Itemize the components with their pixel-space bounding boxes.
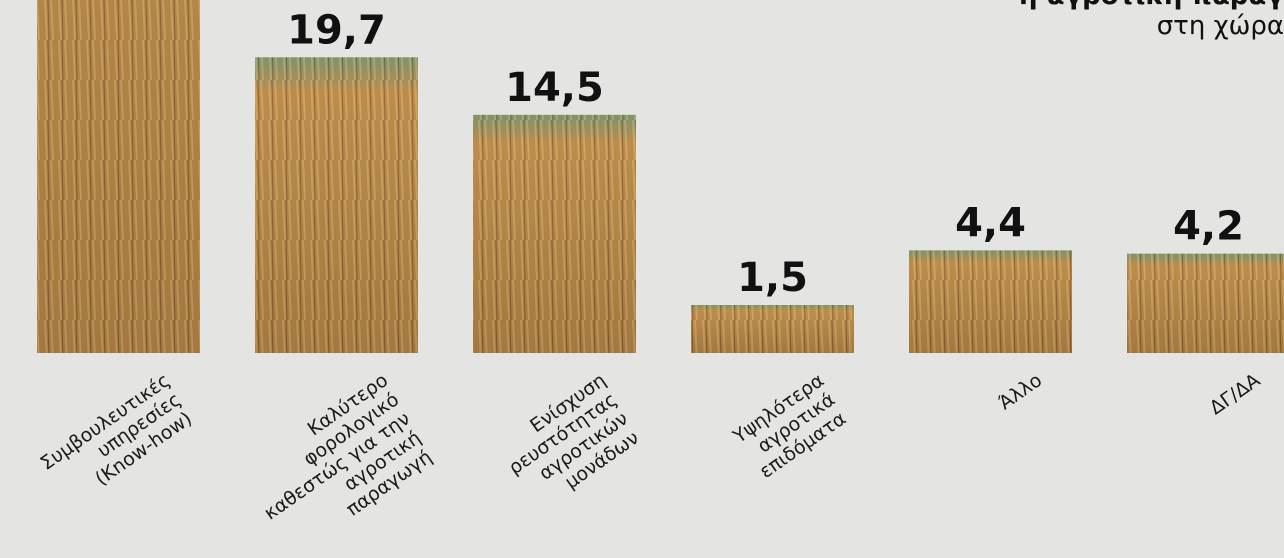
value-label: 4,4 bbox=[955, 200, 1026, 246]
value-label: 4,2 bbox=[1173, 204, 1244, 250]
bar-shade bbox=[909, 250, 1072, 353]
bar-shade bbox=[1127, 253, 1284, 353]
x-tick-label: Άλλο bbox=[995, 369, 1046, 414]
bar-shade bbox=[37, 0, 200, 353]
bar-shade bbox=[691, 305, 854, 353]
bar-shade bbox=[255, 57, 418, 353]
bar-shade bbox=[473, 114, 636, 353]
subtitle: η αγροτική παραγ bbox=[1019, 0, 1284, 11]
value-label: 14,5 bbox=[505, 65, 604, 111]
value-label: 19,7 bbox=[287, 7, 386, 53]
x-label: Άλλο bbox=[995, 369, 1046, 414]
x-tick-label: ΔΓ/ΔΑ bbox=[1206, 369, 1264, 419]
x-label: ΔΓ/ΔΑ bbox=[1206, 369, 1264, 419]
value-label: 1,5 bbox=[737, 255, 808, 301]
subtitle: στη χώρα bbox=[1157, 11, 1284, 41]
